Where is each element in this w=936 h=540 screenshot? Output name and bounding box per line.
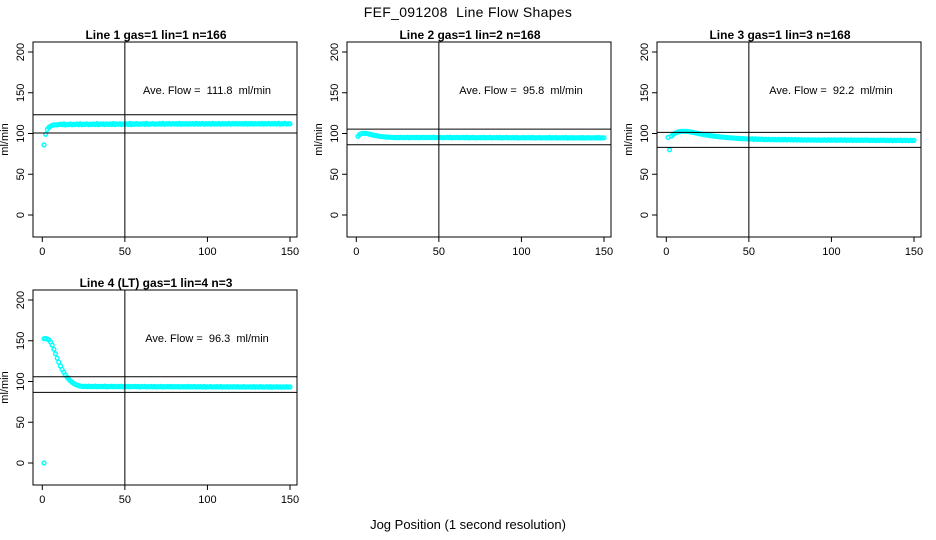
- y-tick-label: 0: [639, 212, 651, 218]
- y-tick-label: 200: [15, 43, 27, 61]
- y-tick-label: 200: [639, 43, 651, 61]
- y-axis-title: ml/min: [624, 123, 635, 155]
- figure-title: FEF_091208 Line Flow Shapes: [363, 4, 573, 20]
- avg-flow-annotation: Ave. Flow = 111.8 ml/min: [142, 85, 272, 97]
- x-tick-label: 50: [119, 246, 131, 258]
- panel-line-3: Line 3 gas=1 lin=3 n=168 0 50 100 150 0 50 100…: [624, 22, 936, 290]
- x-tick-label: 100: [198, 494, 216, 506]
- plot-line-4: 0 50 100 150 0 50 100 150 200 ml/min: [0, 289, 299, 506]
- data-point: [54, 355, 60, 361]
- plot-box: [346, 41, 612, 238]
- data-points-layer: [41, 120, 293, 148]
- plot-line-2: 0 50 100 150 0 50 100 150 200 ml/min: [314, 41, 613, 258]
- plot-line-3: 0 50 100 150 0 50 100 150 200 ml/min: [624, 41, 923, 258]
- panel-title: Line 2 gas=1 lin=2 n=168: [399, 28, 541, 42]
- y-tick-label: 200: [329, 43, 341, 61]
- y-tick-label: 50: [15, 416, 27, 428]
- y-tick-label: 50: [639, 168, 651, 180]
- data-point: [42, 131, 49, 137]
- panel-line-2: Line 2 gas=1 lin=2 n=168 0 50 100 150 0 50 100…: [314, 22, 626, 290]
- panel-line-4: Line 4 (LT) gas=1 lin=4 n=3 0 50 100 150 0 50…: [0, 270, 312, 538]
- avg-flow-annotation: Ave. Flow = 95.8 ml/min: [459, 85, 583, 97]
- x-tick-label: 150: [595, 246, 613, 258]
- y-tick-label: 150: [15, 84, 27, 102]
- y-tick-label: 150: [329, 84, 341, 102]
- y-axis-title: ml/min: [0, 123, 11, 155]
- plot-box: [32, 289, 298, 486]
- data-points-layer: [355, 130, 607, 141]
- data-point: [52, 351, 59, 357]
- data-point: [287, 121, 293, 127]
- data-point: [41, 142, 47, 148]
- data-point: [41, 460, 47, 466]
- panel-title: Line 1 gas=1 lin=1 n=166: [85, 28, 227, 42]
- x-tick-label: 0: [39, 246, 45, 258]
- avg-flow-annotation: Ave. Flow = 92.2 ml/min: [769, 85, 893, 97]
- x-tick-label: 0: [39, 494, 45, 506]
- y-tick-label: 200: [15, 291, 27, 309]
- x-tick-label: 100: [512, 246, 530, 258]
- x-tick-label: 50: [433, 246, 445, 258]
- data-point: [601, 135, 607, 141]
- y-tick-label: 100: [15, 124, 27, 142]
- x-tick-label: 0: [663, 246, 669, 258]
- y-tick-label: 150: [639, 84, 651, 102]
- x-axis-label: Jog Position (1 second resolution): [370, 517, 566, 532]
- y-tick-label: 100: [329, 124, 341, 142]
- plot-box: [32, 41, 298, 238]
- data-point: [51, 346, 57, 352]
- y-tick-label: 0: [329, 212, 341, 218]
- data-point: [911, 137, 917, 143]
- panel-line-1: Line 1 gas=1 lin=1 n=166 0 50 100 150 0 50 100…: [0, 22, 312, 290]
- y-axis-title: ml/min: [314, 123, 325, 155]
- x-tick-label: 50: [119, 494, 131, 506]
- y-tick-label: 50: [329, 168, 341, 180]
- panel-title: Line 4 (LT) gas=1 lin=4 n=3: [79, 276, 233, 290]
- x-tick-label: 0: [353, 246, 359, 258]
- y-tick-label: 100: [639, 124, 651, 142]
- plot-line-1: 0 50 100 150 0 50 100 150 200 ml/min: [0, 41, 299, 258]
- data-points-layer: [41, 335, 293, 466]
- x-tick-label: 50: [743, 246, 755, 258]
- x-tick-label: 100: [822, 246, 840, 258]
- data-point: [49, 342, 55, 348]
- y-tick-label: 0: [15, 212, 27, 218]
- panel-title: Line 3 gas=1 lin=3 n=168: [709, 28, 851, 42]
- plot-box: [656, 41, 922, 238]
- x-tick-label: 150: [281, 494, 299, 506]
- x-tick-label: 150: [905, 246, 923, 258]
- data-point: [666, 147, 673, 153]
- data-point: [287, 384, 293, 390]
- y-tick-label: 150: [15, 332, 27, 350]
- y-tick-label: 100: [15, 372, 27, 390]
- x-tick-label: 100: [198, 246, 216, 258]
- y-axis-title: ml/min: [0, 371, 11, 403]
- y-tick-label: 0: [15, 460, 27, 466]
- x-tick-label: 150: [281, 246, 299, 258]
- y-tick-label: 50: [15, 168, 27, 180]
- avg-flow-annotation: Ave. Flow = 96.3 ml/min: [145, 333, 269, 345]
